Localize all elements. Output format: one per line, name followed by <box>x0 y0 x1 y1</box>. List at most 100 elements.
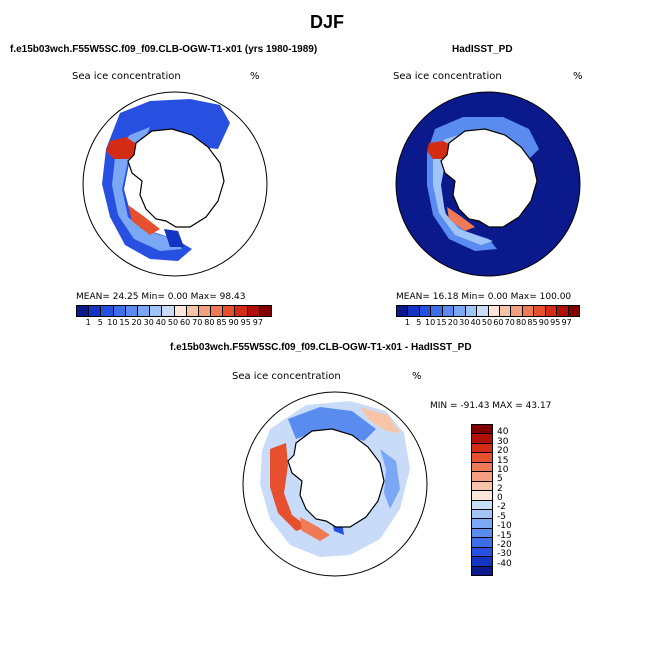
colorbar-swatch <box>454 306 466 316</box>
colorbar-swatch <box>472 500 492 510</box>
colorbar-tick-label: 5 <box>416 318 422 327</box>
colorbar-swatch <box>211 306 224 316</box>
colorbar-tick-label: 10 <box>425 318 436 327</box>
colorbar-tick-label: 90 <box>228 318 239 327</box>
colorbar-swatch <box>557 306 569 316</box>
colorbar-tick-label: 1 <box>404 318 410 327</box>
colorbar-swatch <box>150 306 163 316</box>
panel3-pos-northeast <box>360 407 400 433</box>
colorbar-swatch <box>247 306 260 316</box>
colorbar-tick-label: 15 <box>436 318 447 327</box>
colorbar-swatch <box>408 306 420 316</box>
colorbar-tick-label: 10 <box>107 318 118 327</box>
colorbar-tick-label: 15 <box>119 318 130 327</box>
colorbar-tick-label: 20 <box>447 318 458 327</box>
colorbar-swatch <box>465 306 478 316</box>
panel1-case-title: f.e15b03wch.F55W5SC.f09_f09.CLB-OGW-T1-x… <box>10 44 318 55</box>
colorbar-tick-label: -10 <box>497 521 512 532</box>
colorbar-swatch <box>186 306 199 316</box>
panel1-stats: MEAN= 24.25 Min= 0.00 Max= 98.43 <box>76 292 246 302</box>
colorbar-tick-label: 80 <box>516 318 527 327</box>
panel3-map <box>242 391 428 577</box>
colorbar-tick-label: 30 <box>143 318 154 327</box>
colorbar-swatch <box>472 481 492 492</box>
panel2-ice-outer <box>427 117 539 251</box>
colorbar-swatch <box>534 306 546 316</box>
colorbar-swatch <box>472 425 492 435</box>
colorbar-swatch <box>472 472 492 482</box>
panel2-case-title: HadISST_PD <box>452 44 513 55</box>
colorbar-tick-label: 90 <box>538 318 549 327</box>
panel2-variable-label: Sea ice concentration <box>393 71 502 82</box>
colorbar-swatch <box>472 519 492 529</box>
colorbar-swatch <box>472 528 492 539</box>
panel2-ice-ross <box>447 207 475 231</box>
colorbar-swatch <box>488 306 500 316</box>
colorbar-tick-label: 10 <box>497 464 509 475</box>
colorbar-swatch <box>137 306 151 316</box>
panel2-colorbar <box>396 305 580 317</box>
colorbar-swatch <box>162 306 175 316</box>
colorbar-swatch <box>568 306 579 316</box>
colorbar-tick-label: 1 <box>85 318 91 327</box>
panel1-map <box>82 91 268 277</box>
colorbar-tick-label: 40 <box>155 318 166 327</box>
colorbar-tick-label: 40 <box>470 318 481 327</box>
panel1-ice-ross <box>128 205 160 235</box>
colorbar-tick-label: 80 <box>204 318 215 327</box>
colorbar-tick-label: 15 <box>497 455 509 466</box>
colorbar-swatch <box>223 306 236 316</box>
colorbar-tick-label: 5 <box>497 474 503 485</box>
colorbar-tick-label: 70 <box>192 318 203 327</box>
colorbar-tick-label: -20 <box>497 539 512 550</box>
colorbar-tick-label: 85 <box>216 318 227 327</box>
colorbar-tick-label: 60 <box>493 318 504 327</box>
colorbar-swatch <box>472 547 492 558</box>
panel3-pos-west <box>270 443 308 531</box>
panel2-units-label: % <box>573 71 583 82</box>
panel3-pos-ross <box>300 517 330 541</box>
colorbar-tick-label: 85 <box>527 318 538 327</box>
panel1-colorbar <box>76 305 272 317</box>
colorbar-swatch <box>545 306 558 316</box>
colorbar-swatch <box>472 462 492 473</box>
colorbar-swatch <box>472 453 492 463</box>
panel3-variable-label: Sea ice concentration <box>232 371 341 382</box>
colorbar-swatch <box>113 306 126 316</box>
colorbar-tick-label: -5 <box>497 511 506 522</box>
colorbar-tick-label: 97 <box>252 318 263 327</box>
colorbar-swatch <box>472 538 492 548</box>
colorbar-tick-label: 70 <box>504 318 515 327</box>
panel3-stats: MIN = -91.43 MAX = 43.17 <box>430 401 552 411</box>
panel1-units-label: % <box>250 71 260 82</box>
colorbar-tick-label: 97 <box>561 318 572 327</box>
panel1-ice-amundsen <box>164 229 184 247</box>
panel1-variable-label: Sea ice concentration <box>72 71 181 82</box>
colorbar-tick-label: 20 <box>497 446 509 457</box>
panel1-ice-weddell <box>106 137 138 159</box>
panel3-colorbar <box>471 424 493 576</box>
colorbar-swatch <box>431 306 443 316</box>
colorbar-swatch <box>101 306 114 316</box>
colorbar-tick-label: 30 <box>497 436 509 447</box>
colorbar-swatch <box>419 306 432 316</box>
colorbar-swatch <box>472 557 492 567</box>
colorbar-swatch <box>472 491 492 501</box>
colorbar-swatch <box>442 306 455 316</box>
colorbar-swatch <box>472 566 492 575</box>
colorbar-tick-label: 2 <box>497 483 503 494</box>
colorbar-tick-label: 30 <box>459 318 470 327</box>
colorbar-swatch <box>198 306 212 316</box>
colorbar-swatch <box>397 306 409 316</box>
colorbar-tick-label: 50 <box>481 318 493 327</box>
colorbar-tick-label: 95 <box>240 318 251 327</box>
panel3-units-label: % <box>412 371 422 382</box>
colorbar-swatch <box>472 443 492 454</box>
panel3-case-title: f.e15b03wch.F55W5SC.f09_f09.CLB-OGW-T1-x… <box>170 342 472 353</box>
panel2-stats: MEAN= 16.18 Min= 0.00 Max= 100.00 <box>396 292 572 302</box>
colorbar-swatch <box>522 306 535 316</box>
colorbar-tick-label: 0 <box>497 493 503 503</box>
colorbar-tick-label: -30 <box>497 549 512 560</box>
panel3-neg-east <box>380 449 400 509</box>
colorbar-swatch <box>472 509 492 520</box>
